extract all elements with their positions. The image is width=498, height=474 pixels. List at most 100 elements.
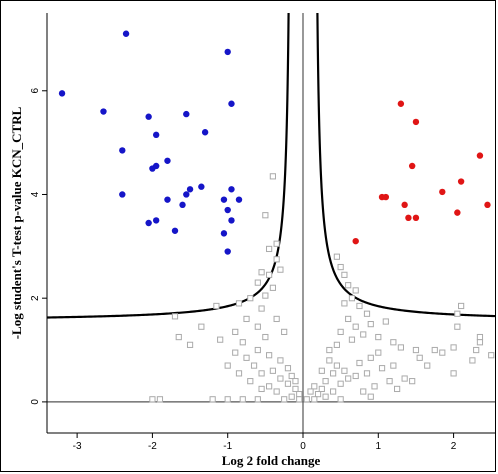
data-point-down bbox=[228, 186, 235, 193]
data-point-square bbox=[239, 396, 246, 403]
data-point-square bbox=[394, 385, 401, 393]
data-point-square bbox=[390, 362, 397, 369]
data-point-square bbox=[232, 328, 239, 335]
data-point-square bbox=[266, 352, 273, 359]
data-point-square bbox=[416, 354, 423, 361]
plot-area bbox=[47, 13, 495, 433]
data-point-square bbox=[469, 357, 476, 364]
data-point-square bbox=[303, 396, 310, 403]
data-point-square bbox=[258, 370, 265, 377]
data-point-down bbox=[198, 183, 205, 190]
data-point-down bbox=[164, 196, 171, 203]
data-point-down bbox=[224, 48, 231, 56]
x-tick-label: -1 bbox=[223, 441, 232, 452]
data-point-square bbox=[333, 341, 340, 348]
data-point-square bbox=[277, 266, 284, 273]
data-point-square bbox=[281, 396, 288, 403]
data-point-down bbox=[145, 219, 152, 227]
data-point-square bbox=[186, 341, 194, 348]
data-point-down bbox=[228, 217, 235, 224]
data-point-square bbox=[345, 282, 352, 289]
data-point-square bbox=[224, 362, 231, 369]
data-point-up bbox=[397, 100, 405, 107]
data-point-down bbox=[152, 162, 160, 170]
data-point-square bbox=[258, 305, 265, 312]
data-point-down bbox=[201, 129, 209, 136]
data-point-down bbox=[58, 90, 66, 97]
data-point-square bbox=[296, 391, 303, 398]
data-point-square bbox=[209, 396, 216, 403]
y-axis-title: -Log student's T-test p-value KCN_CTRL bbox=[9, 106, 24, 339]
data-point-square bbox=[171, 313, 179, 320]
data-point-down bbox=[119, 191, 126, 198]
data-point-square bbox=[352, 372, 359, 380]
data-point-square bbox=[269, 367, 276, 374]
data-point-square bbox=[198, 323, 205, 330]
data-point-square bbox=[454, 323, 461, 330]
threshold-curve-left bbox=[47, 13, 290, 319]
data-point-square bbox=[390, 339, 397, 346]
data-point-square bbox=[337, 328, 344, 335]
data-point-square bbox=[318, 385, 325, 393]
data-point-square bbox=[273, 256, 280, 263]
data-point-square bbox=[318, 367, 325, 374]
data-point-square bbox=[326, 346, 333, 354]
data-point-down bbox=[119, 147, 126, 154]
data-point-down bbox=[228, 100, 235, 107]
data-point-down bbox=[220, 230, 228, 237]
data-point-square bbox=[375, 333, 382, 341]
data-point-square bbox=[352, 323, 359, 330]
data-point-square bbox=[322, 378, 329, 385]
data-point-up bbox=[457, 178, 465, 185]
x-tick-label: -2 bbox=[148, 441, 157, 452]
data-point-square bbox=[375, 349, 382, 356]
data-point-square bbox=[239, 339, 246, 346]
data-point-up bbox=[401, 201, 408, 209]
data-point-square bbox=[254, 323, 261, 330]
data-point-down bbox=[183, 110, 190, 118]
data-point-square bbox=[243, 354, 250, 361]
data-point-square bbox=[262, 292, 269, 299]
x-tick-label: 1 bbox=[376, 441, 382, 452]
data-point-square bbox=[254, 346, 261, 354]
data-point-square bbox=[269, 284, 276, 291]
data-point-down bbox=[164, 157, 171, 164]
data-point-square bbox=[277, 357, 284, 364]
data-point-square bbox=[247, 295, 254, 302]
data-point-square bbox=[262, 333, 269, 341]
data-point-square bbox=[292, 378, 299, 385]
data-point-square bbox=[269, 173, 276, 180]
data-point-down bbox=[100, 108, 107, 115]
data-point-square bbox=[476, 333, 484, 341]
data-point-square bbox=[454, 310, 461, 317]
data-point-square bbox=[371, 383, 378, 390]
data-point-square bbox=[378, 365, 386, 372]
data-point-square bbox=[288, 393, 295, 400]
data-point-square bbox=[273, 388, 280, 395]
data-point-square bbox=[450, 344, 457, 351]
data-point-square bbox=[247, 378, 254, 385]
data-point-square bbox=[330, 388, 337, 395]
data-point-square bbox=[217, 336, 224, 343]
data-point-square bbox=[243, 315, 250, 323]
data-point-up bbox=[439, 188, 446, 196]
data-point-square bbox=[333, 362, 340, 369]
data-point-square bbox=[149, 396, 156, 403]
data-point-square bbox=[363, 310, 371, 317]
data-point-square bbox=[363, 370, 371, 377]
data-point-square bbox=[284, 380, 292, 387]
data-point-square bbox=[439, 349, 446, 356]
data-point-square bbox=[356, 359, 363, 367]
data-point-square bbox=[250, 362, 258, 369]
data-point-square bbox=[330, 370, 337, 377]
data-point-square bbox=[284, 365, 292, 372]
data-point-down bbox=[224, 248, 231, 255]
data-point-square bbox=[273, 240, 280, 247]
data-point-square bbox=[311, 383, 318, 390]
x-tick-label: 0 bbox=[300, 441, 306, 452]
data-point-square bbox=[367, 393, 374, 400]
data-point-up bbox=[454, 209, 461, 216]
data-point-square bbox=[311, 396, 318, 403]
data-point-square bbox=[356, 302, 363, 310]
